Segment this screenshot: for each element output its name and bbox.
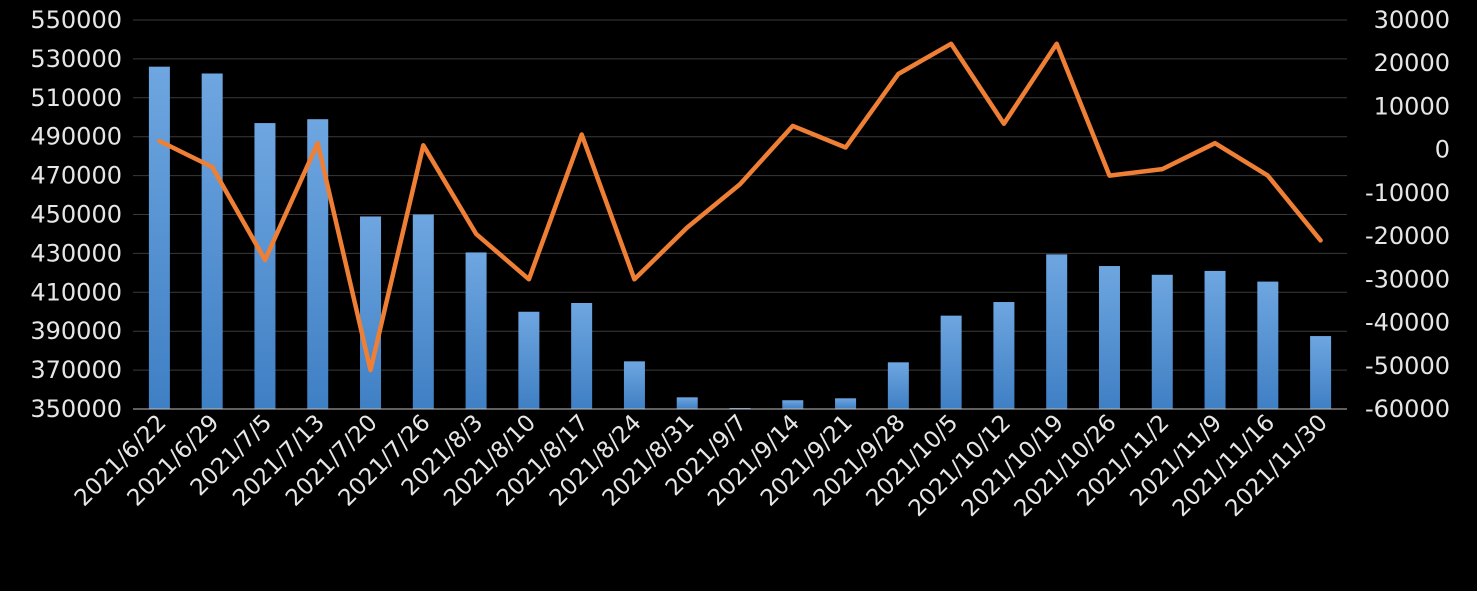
line-point — [1319, 238, 1323, 242]
bar — [1098, 266, 1120, 409]
left-y-tick-label: 530000 — [30, 45, 122, 73]
left-y-tick-label: 430000 — [30, 239, 122, 267]
line-point — [210, 165, 214, 169]
bar — [1046, 254, 1068, 409]
line-series — [157, 41, 1323, 373]
line-point — [896, 72, 900, 76]
left-y-tick-label: 410000 — [30, 278, 122, 306]
bar-series — [148, 66, 1332, 410]
line-point — [1266, 174, 1270, 178]
left-y-axis: 550000 530000 510000 490000 470000 450000 4300… — [30, 6, 122, 423]
right-y-tick-label: -60000 — [1365, 395, 1450, 423]
line-point — [1002, 122, 1006, 126]
line-point — [1055, 42, 1059, 46]
bar — [887, 362, 909, 409]
line-point — [580, 133, 584, 137]
left-y-tick-label: 490000 — [30, 123, 122, 151]
line-point — [632, 277, 636, 281]
bar — [993, 302, 1015, 409]
line-point — [474, 232, 478, 236]
line-point — [316, 141, 320, 145]
bar — [835, 398, 857, 409]
line-point — [369, 368, 373, 372]
bar — [623, 361, 645, 409]
left-y-tick-label: 470000 — [30, 162, 122, 190]
bar — [201, 73, 223, 410]
line-point — [685, 225, 689, 229]
left-y-tick-label: 390000 — [30, 317, 122, 345]
left-y-tick-label: 550000 — [30, 6, 122, 34]
bar — [1257, 281, 1279, 409]
bar — [571, 302, 593, 409]
bar — [1310, 336, 1332, 409]
left-y-tick-label: 370000 — [30, 356, 122, 384]
right-y-tick-label: -30000 — [1365, 265, 1450, 293]
line-point — [527, 277, 531, 281]
bar — [782, 400, 804, 409]
line-point — [421, 143, 425, 147]
bar — [148, 66, 170, 410]
bar — [307, 119, 329, 409]
bar — [676, 397, 698, 409]
line-point — [844, 146, 848, 150]
x-axis: 2021/6/222021/6/292021/7/52021/7/132021/… — [70, 408, 1347, 522]
line-point — [791, 124, 795, 128]
line-point — [1213, 141, 1217, 145]
line-point — [1160, 167, 1164, 171]
left-y-tick-label: 450000 — [30, 201, 122, 229]
line-point — [1107, 174, 1111, 178]
right-y-tick-label: -50000 — [1365, 352, 1450, 380]
line-series-path — [157, 41, 1323, 373]
right-y-tick-label: -40000 — [1365, 309, 1450, 337]
bar — [1151, 274, 1173, 409]
right-y-tick-label: 10000 — [1374, 92, 1450, 120]
right-y-tick-label: 20000 — [1374, 49, 1450, 77]
bar — [254, 123, 276, 410]
left-y-tick-label: 350000 — [30, 395, 122, 423]
right-y-tick-label: -10000 — [1365, 179, 1450, 207]
right-y-tick-label: -20000 — [1365, 222, 1450, 250]
bar — [940, 315, 962, 409]
left-y-tick-label: 510000 — [30, 84, 122, 112]
right-y-tick-label: 0 — [1435, 136, 1450, 164]
line-point — [263, 258, 267, 262]
bar — [360, 216, 382, 409]
bar — [465, 252, 487, 409]
bar — [412, 214, 434, 409]
right-y-axis: 30000 20000 10000 0 -10000 -20000 -30000 -40000… — [1365, 6, 1450, 423]
bar — [518, 311, 540, 409]
line-point — [738, 182, 742, 186]
line-point — [949, 42, 953, 46]
line-point — [157, 139, 161, 143]
right-y-tick-label: 30000 — [1374, 6, 1450, 34]
bar — [1204, 270, 1226, 409]
